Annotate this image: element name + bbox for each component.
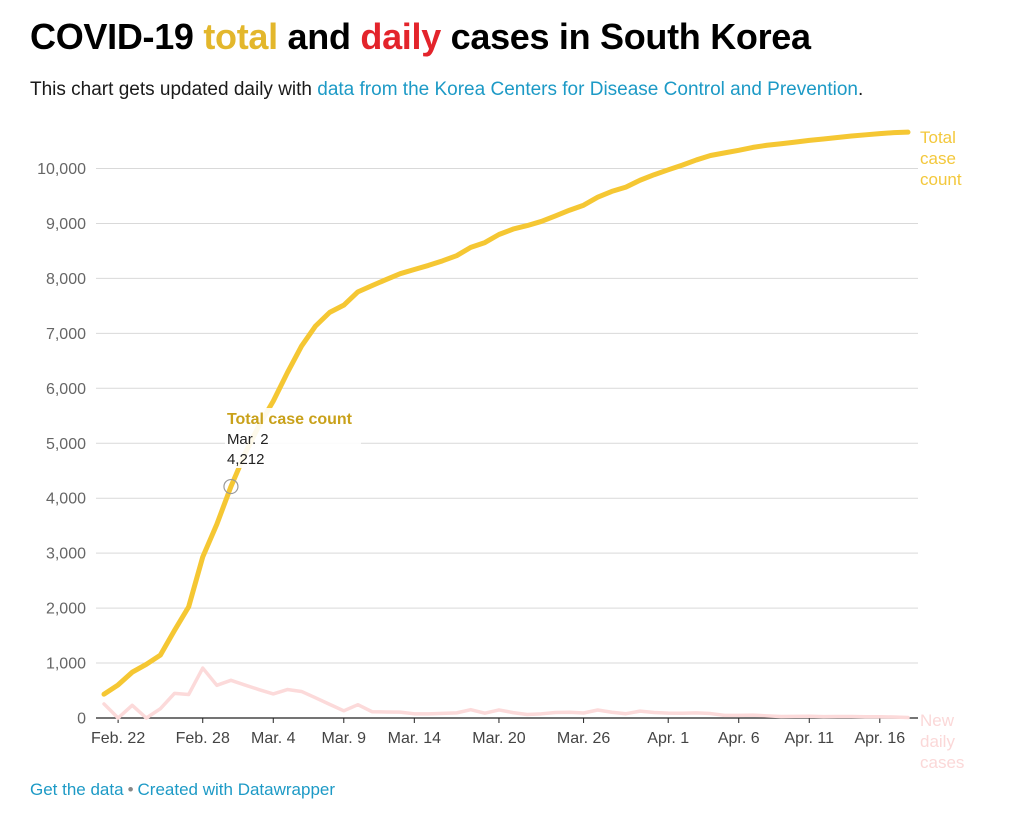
y-axis-ticks: 0 1,000 2,000 3,000 4,000 5,000 6,000 7,000 8,00… xyxy=(37,161,86,728)
y-tick-label: 8,000 xyxy=(46,271,86,288)
get-data-link[interactable]: Get the data xyxy=(30,780,124,799)
subtitle-text: This chart gets updated daily with xyxy=(30,79,318,100)
hover-marker xyxy=(223,478,239,495)
y-tick-label: 10,000 xyxy=(37,161,86,178)
x-tick-label: Mar. 14 xyxy=(388,730,441,747)
x-tick-label: Feb. 22 xyxy=(91,730,145,747)
y-tick-label: 5,000 xyxy=(46,436,86,453)
annotation-value: 4,212 xyxy=(227,451,265,468)
series-lines xyxy=(101,129,911,720)
x-tick-label: Feb. 28 xyxy=(176,730,230,747)
footer-separator: • xyxy=(127,780,134,799)
x-tick-label: Apr. 1 xyxy=(647,730,689,747)
chart-subtitle: This chart gets updated daily with data … xyxy=(30,79,863,101)
y-tick-label: 9,000 xyxy=(46,216,86,233)
daily-series-label: New xyxy=(920,711,955,730)
x-tick-label: Apr. 11 xyxy=(785,730,835,747)
annotation-series-name: Total case count xyxy=(227,411,353,428)
x-tick-label: Mar. 20 xyxy=(472,730,525,747)
source-link[interactable]: data from the Korea Centers for Disease … xyxy=(317,79,858,100)
daily-series-label: cases xyxy=(920,753,964,772)
datawrapper-link[interactable]: Created with Datawrapper xyxy=(137,780,336,799)
x-tick-label: Mar. 26 xyxy=(557,730,610,747)
title-total-word: total xyxy=(203,16,278,57)
title-pre: COVID-19 xyxy=(30,16,204,57)
y-tick-label: 2,000 xyxy=(46,601,86,618)
x-tick-label: Apr. 6 xyxy=(718,730,760,747)
y-tick-label: 7,000 xyxy=(46,326,86,343)
y-tick-label: 4,000 xyxy=(46,491,86,508)
subtitle-period: . xyxy=(858,79,864,100)
x-tick-label: Apr. 16 xyxy=(854,730,905,747)
gridlines xyxy=(96,168,918,719)
chart-title: COVID-19 total and daily cases in South … xyxy=(30,16,811,58)
daily-cases-line xyxy=(102,666,910,720)
series-labels: Total case count New daily cases xyxy=(920,128,964,772)
total-cases-line xyxy=(101,129,911,697)
y-tick-label: 1,000 xyxy=(46,656,86,673)
x-tick-label: Mar. 9 xyxy=(322,730,367,747)
y-tick-label: 6,000 xyxy=(46,381,86,398)
tooltip-annotation: Total case count Mar. 2 4,212 xyxy=(223,408,361,495)
annotation-date: Mar. 2 xyxy=(227,431,269,448)
chart-footer: Get the data • Created with Datawrapper xyxy=(30,780,335,800)
total-series-label: Total xyxy=(920,128,956,147)
annotation-background xyxy=(224,408,361,468)
total-series-label: case xyxy=(920,149,956,168)
y-tick-label: 3,000 xyxy=(46,546,86,563)
y-tick-label: 0 xyxy=(77,711,86,728)
title-post: cases in South Korea xyxy=(440,16,811,57)
x-axis-ticks: Feb. 22 Feb. 28 Mar. 4 Mar. 9 Mar. 14 Mar. 20… xyxy=(91,718,905,747)
title-daily-word: daily xyxy=(360,16,441,57)
daily-series-label: daily xyxy=(920,732,955,751)
x-tick-label: Mar. 4 xyxy=(251,730,296,747)
total-series-label: count xyxy=(920,170,962,189)
title-mid: and xyxy=(277,16,361,57)
